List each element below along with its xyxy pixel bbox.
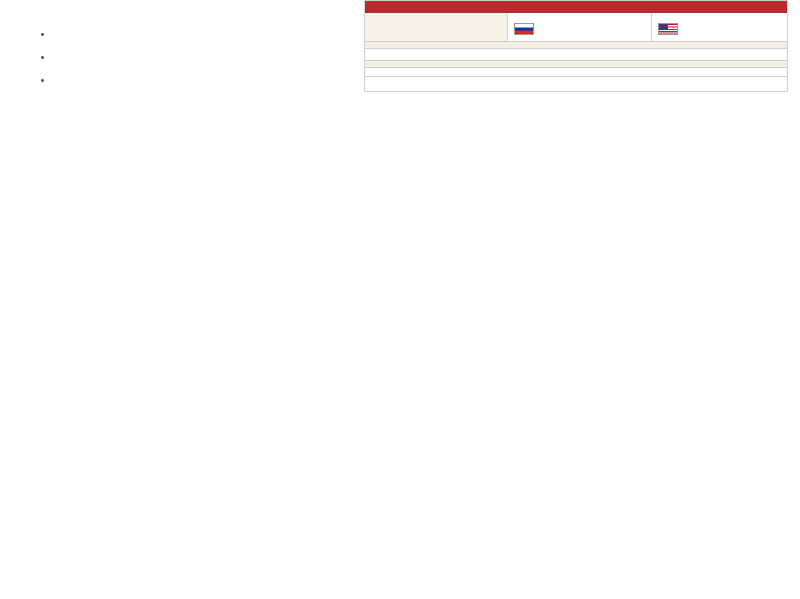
bullet-item: [54, 51, 348, 66]
text-column: [0, 0, 360, 599]
stats-row-snv1: [365, 49, 787, 57]
context-row: [365, 13, 787, 41]
flag-usa-icon: [658, 23, 678, 35]
bullet-item: [54, 28, 348, 43]
slide: [0, 0, 800, 599]
section-heading-snv3: [365, 60, 787, 68]
flags-row: [658, 23, 781, 35]
section-heading-snv1: [365, 41, 787, 49]
context-cell-snv3: [652, 13, 787, 41]
infographic-column: [360, 0, 800, 599]
context-cell-snv1: [508, 13, 651, 41]
bullet-list: [36, 28, 348, 88]
infographic-card: [364, 0, 788, 92]
infographic-banner: [365, 1, 787, 13]
bullet-item: [54, 74, 348, 89]
stats-row-snv3: [365, 68, 787, 76]
flags-row: [514, 23, 644, 35]
context-cell-main: [365, 13, 508, 41]
flag-russia-icon: [514, 23, 534, 35]
legend-row: [365, 76, 787, 91]
